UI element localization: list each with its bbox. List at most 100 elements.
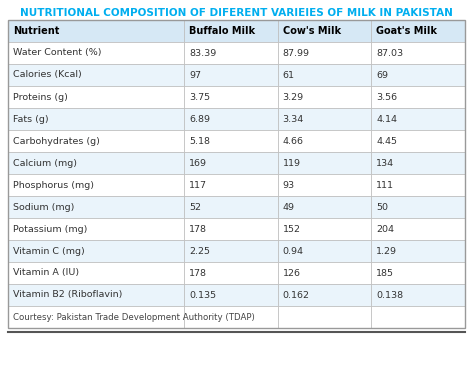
Text: 111: 111 <box>377 180 394 190</box>
Text: Cow's Milk: Cow's Milk <box>283 26 341 36</box>
Bar <box>371 174 465 196</box>
Text: 83.39: 83.39 <box>189 49 216 57</box>
Text: Calcium (mg): Calcium (mg) <box>13 159 77 167</box>
Text: 69: 69 <box>377 71 388 79</box>
Bar <box>371 262 465 284</box>
Text: 134: 134 <box>377 159 394 167</box>
Bar <box>8 108 184 130</box>
Text: 5.18: 5.18 <box>189 137 210 145</box>
Text: 0.162: 0.162 <box>283 290 310 300</box>
Text: 204: 204 <box>377 224 394 234</box>
Text: 3.56: 3.56 <box>377 92 397 102</box>
Text: Potassium (mg): Potassium (mg) <box>13 224 88 234</box>
Text: 3.29: 3.29 <box>283 92 304 102</box>
Text: 1.29: 1.29 <box>377 247 397 255</box>
Text: NUTRITIONAL COMPOSITION OF DIFERENT VARIEIES OF MILK IN PAKISTAN: NUTRITIONAL COMPOSITION OF DIFERENT VARI… <box>20 8 453 18</box>
Text: 178: 178 <box>189 224 207 234</box>
Bar <box>8 20 184 42</box>
Bar <box>8 64 184 86</box>
Text: Sodium (mg): Sodium (mg) <box>13 202 74 212</box>
Text: 4.45: 4.45 <box>377 137 397 145</box>
Bar <box>8 306 184 328</box>
Text: 87.03: 87.03 <box>377 49 403 57</box>
Bar <box>371 86 465 108</box>
Text: 93: 93 <box>283 180 295 190</box>
Bar <box>371 64 465 86</box>
Text: 3.34: 3.34 <box>283 114 304 124</box>
Text: 3.75: 3.75 <box>189 92 210 102</box>
Bar <box>184 86 278 108</box>
Text: Vitamin C (mg): Vitamin C (mg) <box>13 247 85 255</box>
Text: 0.135: 0.135 <box>189 290 216 300</box>
Text: Buffalo Milk: Buffalo Milk <box>189 26 255 36</box>
Bar <box>8 86 184 108</box>
Text: 4.14: 4.14 <box>377 114 397 124</box>
Text: 61: 61 <box>283 71 295 79</box>
Text: 169: 169 <box>189 159 207 167</box>
Bar <box>371 218 465 240</box>
Bar <box>8 130 184 152</box>
Text: 0.94: 0.94 <box>283 247 304 255</box>
Bar <box>184 108 278 130</box>
Bar <box>278 108 371 130</box>
Bar <box>8 196 184 218</box>
Bar <box>184 174 278 196</box>
Text: 87.99: 87.99 <box>283 49 310 57</box>
Bar <box>8 20 465 328</box>
Text: 126: 126 <box>283 269 301 277</box>
Bar <box>184 262 278 284</box>
Bar <box>278 240 371 262</box>
Bar <box>8 42 184 64</box>
Bar <box>371 152 465 174</box>
Text: 50: 50 <box>377 202 388 212</box>
Bar <box>8 240 184 262</box>
Bar <box>371 240 465 262</box>
Bar <box>371 284 465 306</box>
Bar <box>278 262 371 284</box>
Bar <box>371 20 465 42</box>
Text: Carbohydrates (g): Carbohydrates (g) <box>13 137 100 145</box>
Bar <box>278 306 371 328</box>
Bar <box>278 218 371 240</box>
Text: 0.138: 0.138 <box>377 290 403 300</box>
Bar <box>184 306 278 328</box>
Bar <box>278 196 371 218</box>
Bar <box>278 20 371 42</box>
Text: 49: 49 <box>283 202 295 212</box>
Bar <box>184 152 278 174</box>
Text: Nutrient: Nutrient <box>13 26 60 36</box>
Bar <box>371 42 465 64</box>
Bar <box>184 240 278 262</box>
Bar <box>184 42 278 64</box>
Text: 4.66: 4.66 <box>283 137 304 145</box>
Text: Vitamin B2 (Riboflavin): Vitamin B2 (Riboflavin) <box>13 290 123 300</box>
Text: 2.25: 2.25 <box>189 247 210 255</box>
Text: 6.89: 6.89 <box>189 114 210 124</box>
Bar <box>371 196 465 218</box>
Bar <box>371 130 465 152</box>
Text: Phosphorus (mg): Phosphorus (mg) <box>13 180 94 190</box>
Bar <box>184 196 278 218</box>
Bar <box>184 20 278 42</box>
Bar <box>8 262 184 284</box>
Bar <box>278 42 371 64</box>
Bar <box>371 108 465 130</box>
Text: Calories (Kcal): Calories (Kcal) <box>13 71 82 79</box>
Text: 185: 185 <box>377 269 394 277</box>
Text: 152: 152 <box>283 224 301 234</box>
Text: Water Content (%): Water Content (%) <box>13 49 102 57</box>
Bar <box>8 218 184 240</box>
Bar <box>184 130 278 152</box>
Text: Goat's Milk: Goat's Milk <box>377 26 438 36</box>
Bar <box>184 284 278 306</box>
Text: Proteins (g): Proteins (g) <box>13 92 68 102</box>
Text: 178: 178 <box>189 269 207 277</box>
Bar <box>278 174 371 196</box>
Text: Courtesy: Pakistan Trade Development Authority (TDAP): Courtesy: Pakistan Trade Development Aut… <box>13 312 255 322</box>
Bar <box>278 130 371 152</box>
Text: Vitamin A (IU): Vitamin A (IU) <box>13 269 79 277</box>
Bar <box>278 86 371 108</box>
Bar <box>8 174 184 196</box>
Bar <box>184 218 278 240</box>
Bar <box>8 152 184 174</box>
